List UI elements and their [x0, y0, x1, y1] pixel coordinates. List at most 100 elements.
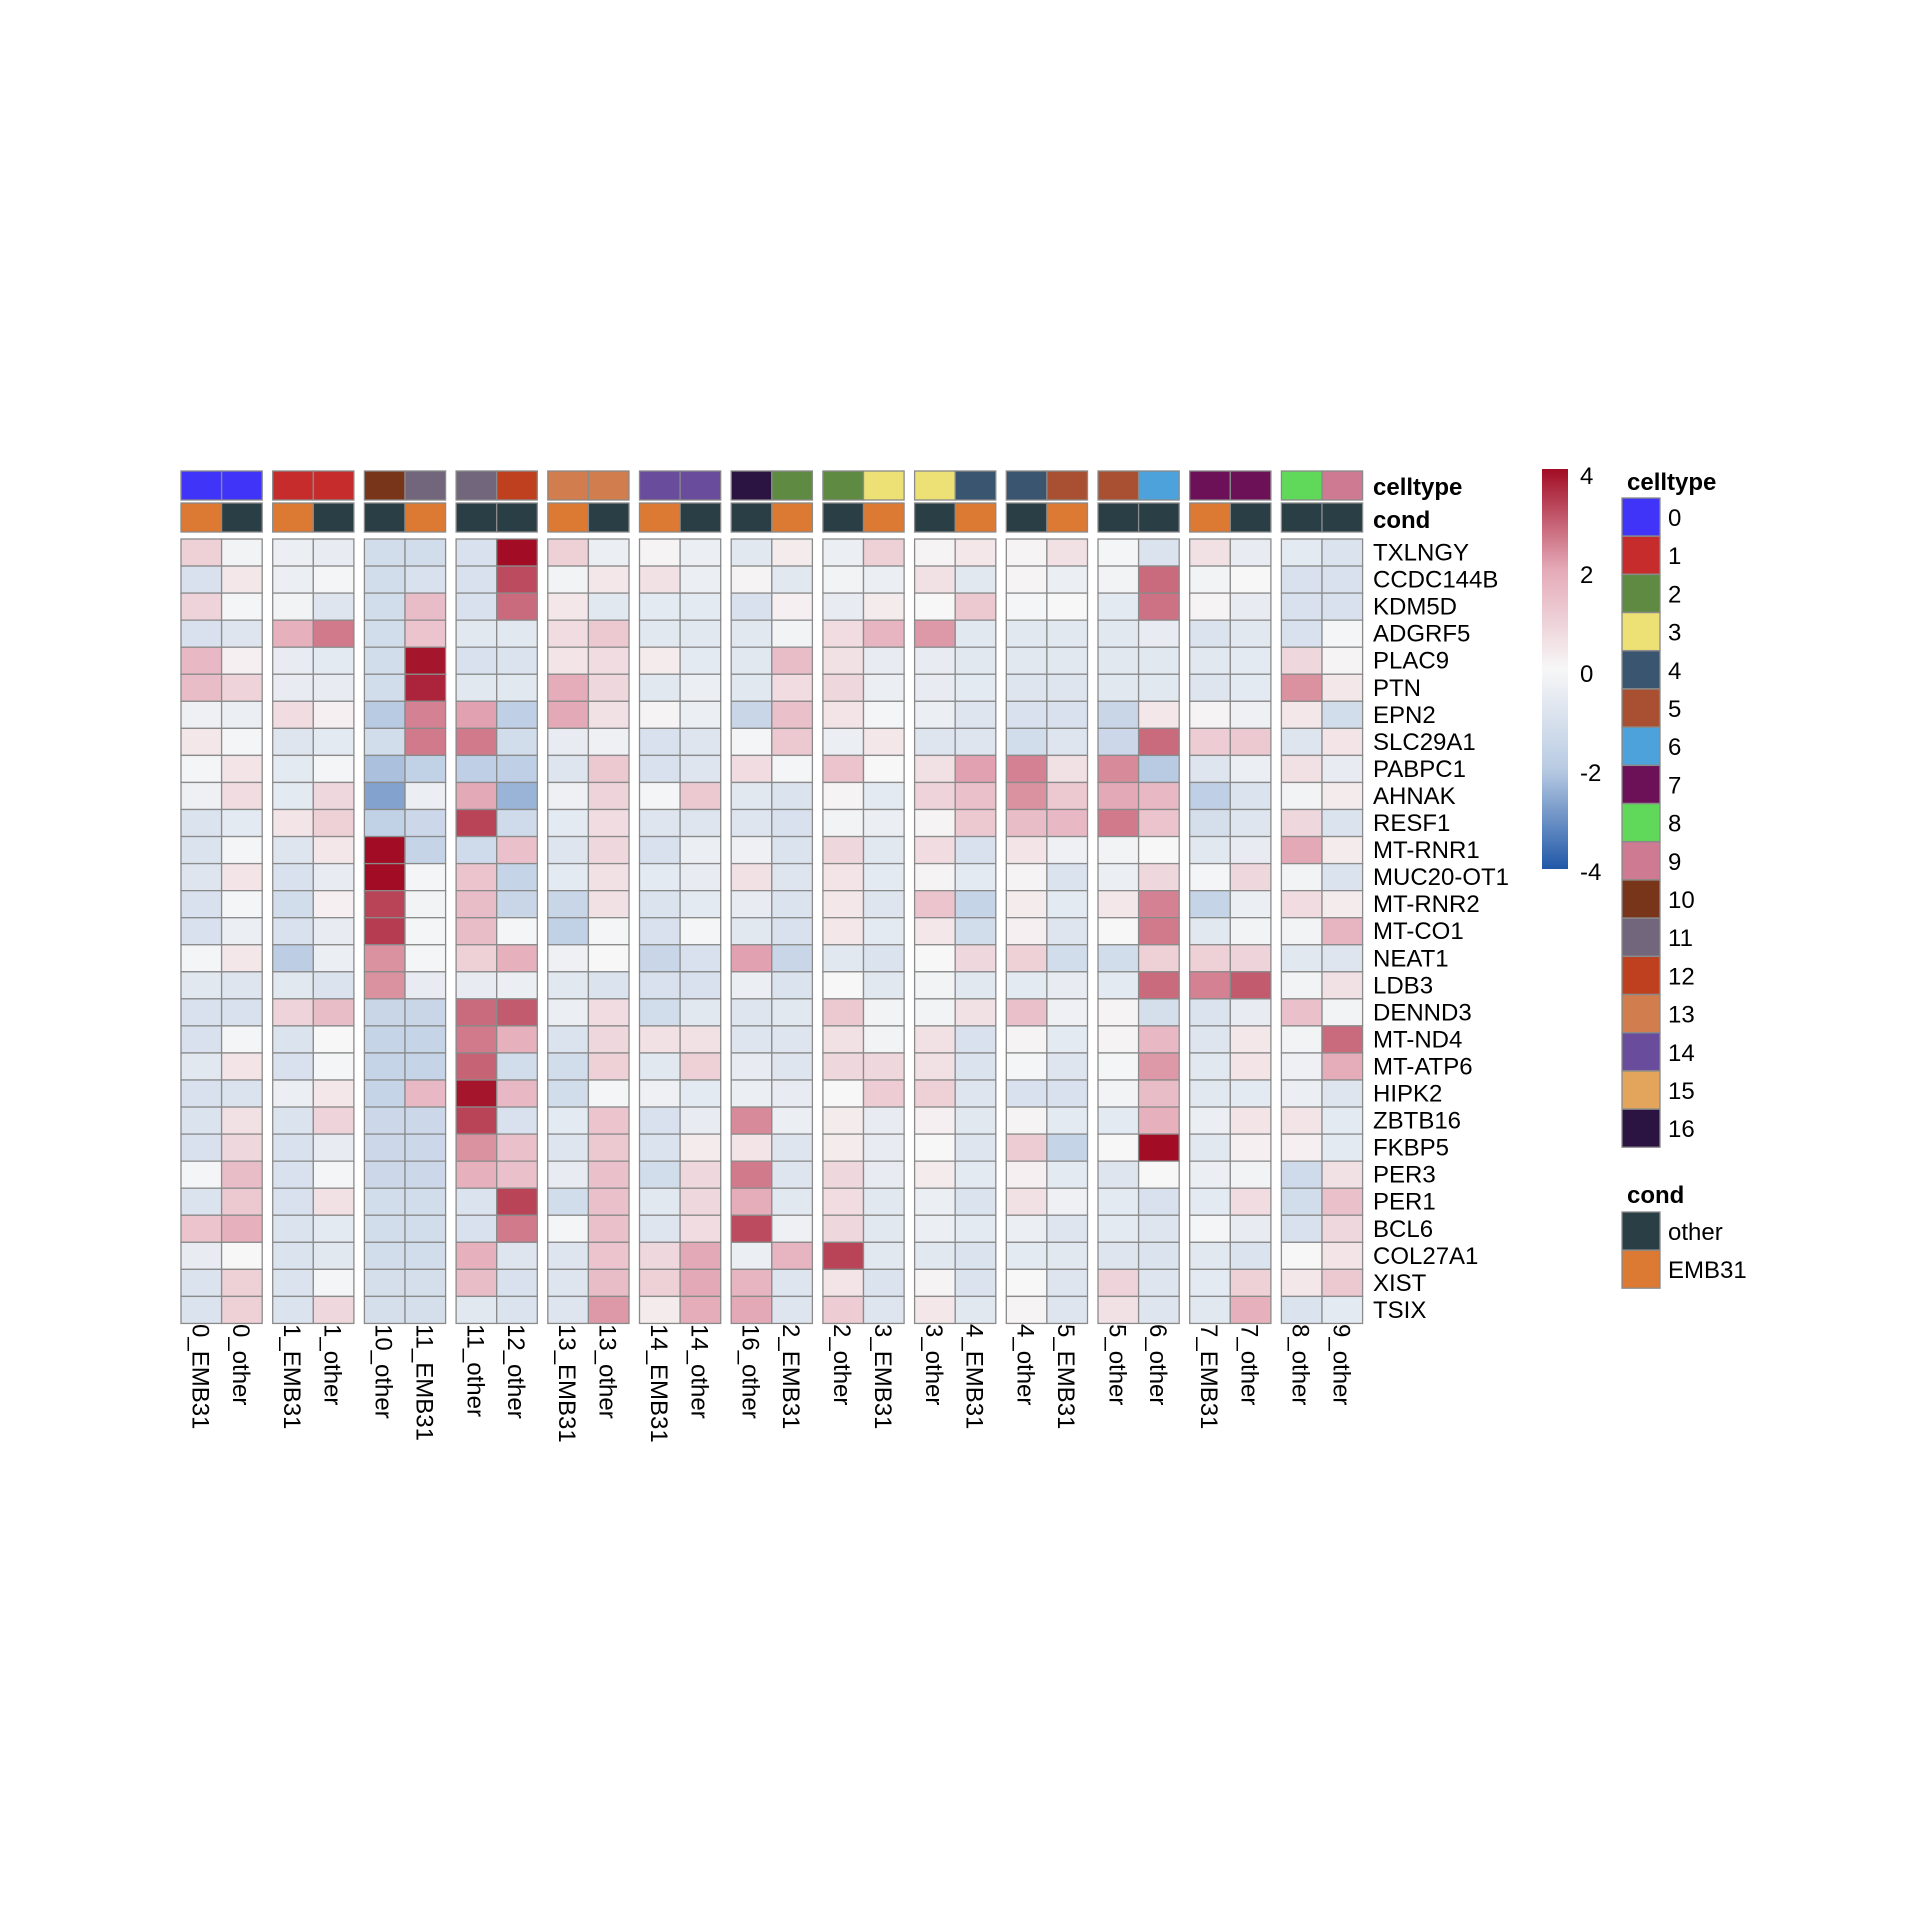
heatmap-cell-neat1-2-emb31 — [771, 944, 814, 973]
heatmap-cell-mt-co1-3-emb31 — [862, 917, 905, 946]
celltype-legend-label-10: 10 — [1668, 887, 1695, 914]
heatmap-cell-hipk2-4-emb31 — [954, 1079, 997, 1108]
heatmap-cell-slc29a1-8-other — [1280, 727, 1323, 757]
heatmap-cell-neat1-14-other — [679, 944, 722, 973]
heatmap-cell-slc29a1-13-other — [587, 727, 630, 757]
heatmap-cell-slc29a1-5-emb31 — [1046, 727, 1089, 757]
heatmap-cell-muc20-ot1-16-other — [730, 862, 773, 892]
heatmap-cell-epn2-1-emb31 — [272, 700, 314, 729]
heatmap-cell-ahnak-14-other — [679, 781, 722, 811]
heatmap-cell-mt-rnr2-10-other — [363, 890, 406, 919]
heatmap-cell-mt-atp6-5-other — [1097, 1052, 1140, 1081]
heatmap-cell-resf1-7-emb31 — [1189, 808, 1231, 838]
heatmap-cell-hipk2-14-other — [679, 1079, 722, 1108]
heatmap-cell-per1-16-other — [730, 1187, 773, 1216]
heatmap-cell-ldb3-1-other — [312, 971, 355, 1000]
heatmap-cell-hipk2-1-emb31 — [272, 1079, 314, 1108]
heatmap-cell-mt-atp6-3-emb31 — [862, 1052, 905, 1081]
row-label-adgrf5: ADGRF5 — [1373, 621, 1470, 648]
heatmap-cell-zbtb16-2-other — [822, 1106, 865, 1135]
heatmap-cell-bcl6-14-emb31 — [638, 1214, 681, 1243]
heatmap-cell-resf1-16-other — [730, 808, 773, 838]
heatmap-cell-dennd3-9-other — [1321, 998, 1364, 1027]
heatmap-cell-bcl6-0-other — [220, 1214, 263, 1243]
row-label-resf1: RESF1 — [1373, 810, 1450, 837]
heatmap-cell-resf1-5-emb31 — [1046, 808, 1089, 838]
heatmap-cell-neat1-5-other — [1097, 944, 1140, 973]
heatmap-cell-pabpc1-13-emb31 — [547, 754, 590, 784]
heatmap-cell-ahnak-9-other — [1321, 781, 1364, 811]
heatmap-cell-xist-11-other — [455, 1268, 498, 1298]
heatmap-cell-mt-co1-13-emb31 — [547, 917, 590, 946]
celltype-legend-label-7: 7 — [1668, 772, 1681, 799]
heatmap-cell-bcl6-13-other — [587, 1214, 630, 1243]
heatmap-cell-ahnak-1-other — [312, 781, 355, 811]
heatmap-cell-hipk2-7-other — [1229, 1079, 1272, 1108]
heatmap-cell-txlngy-2-emb31 — [771, 538, 814, 567]
heatmap-cell-plac9-4-emb31 — [954, 646, 997, 675]
heatmap-cell-per3-0-emb31 — [180, 1160, 223, 1189]
heatmap-cell-adgrf5-13-other — [587, 619, 630, 648]
heatmap-cell-kdm5d-14-emb31 — [638, 592, 681, 621]
heatmap-cell-kdm5d-13-other — [587, 592, 630, 621]
heatmap-cell-ccdc144b-6-other — [1137, 565, 1180, 594]
heatmap-cell-muc20-ot1-5-other — [1097, 862, 1140, 892]
heatmap-cell-txlngy-7-other — [1229, 538, 1272, 567]
heatmap-cell-mt-co1-14-other — [679, 917, 722, 946]
heatmap-cell-neat1-6-other — [1137, 944, 1180, 973]
heatmap-cell-adgrf5-4-other — [1005, 619, 1048, 648]
celltype-annotation-12-other — [496, 470, 538, 501]
heatmap-cell-zbtb16-5-other — [1097, 1106, 1140, 1135]
heatmap-cell-dennd3-14-other — [679, 998, 722, 1027]
heatmap-cell-txlngy-6-other — [1137, 538, 1180, 567]
heatmap-cell-mt-rnr2-3-emb31 — [862, 890, 905, 919]
heatmap-cell-mt-rnr1-11-emb31 — [404, 835, 447, 865]
heatmap-cell-ptn-13-other — [587, 673, 630, 702]
heatmap-cell-per1-1-emb31 — [272, 1187, 314, 1216]
row-label-muc20-ot1: MUC20-OT1 — [1373, 864, 1509, 891]
heatmap-cell-neat1-14-emb31 — [638, 944, 681, 973]
heatmap-cell-mt-rnr1-3-other — [913, 835, 956, 865]
heatmap-cell-kdm5d-5-emb31 — [1046, 592, 1089, 621]
heatmap-cell-kdm5d-16-other — [730, 592, 773, 621]
heatmap-cell-mt-nd4-13-emb31 — [547, 1025, 590, 1054]
cond-annotation-7-emb31 — [1189, 502, 1231, 533]
heatmap-cell-ccdc144b-2-emb31 — [771, 565, 814, 594]
heatmap-cell-mt-atp6-4-other — [1005, 1052, 1048, 1081]
heatmap-cell-pabpc1-11-other — [455, 754, 498, 784]
heatmap-cell-fkbp5-1-emb31 — [272, 1133, 314, 1162]
heatmap-cell-adgrf5-1-emb31 — [272, 619, 314, 648]
heatmap-cell-muc20-ot1-0-emb31 — [180, 862, 223, 892]
heatmap-cell-mt-rnr1-14-other — [679, 835, 722, 865]
heatmap-cell-ahnak-7-other — [1229, 781, 1272, 811]
heatmap-cell-plac9-12-other — [496, 646, 538, 675]
heatmap-cell-ptn-2-emb31 — [771, 673, 814, 702]
row-label-hipk2: HIPK2 — [1373, 1081, 1442, 1108]
column-label-1-other: 1_other — [319, 1324, 346, 1405]
heatmap-cell-kdm5d-14-other — [679, 592, 722, 621]
heatmap-cell-resf1-4-emb31 — [954, 808, 997, 838]
heatmap-cell-dennd3-11-other — [455, 998, 498, 1027]
column-label-5-other: 5_other — [1103, 1324, 1130, 1405]
heatmap-cell-txlngy-7-emb31 — [1189, 538, 1231, 567]
row-label-col27a1: COL27A1 — [1373, 1243, 1478, 1270]
heatmap-cell-mt-rnr1-8-other — [1280, 835, 1323, 865]
celltype-legend-swatch-12 — [1621, 955, 1661, 996]
heatmap-cell-mt-nd4-1-emb31 — [272, 1025, 314, 1054]
heatmap-cell-slc29a1-11-other — [455, 727, 498, 757]
heatmap-cell-resf1-2-other — [822, 808, 865, 838]
heatmap-cell-mt-rnr2-3-other — [913, 890, 956, 919]
heatmap-cell-epn2-14-emb31 — [638, 700, 681, 729]
heatmap-cell-fkbp5-2-emb31 — [771, 1133, 814, 1162]
heatmap-cell-adgrf5-13-emb31 — [547, 619, 590, 648]
heatmap-cell-xist-14-emb31 — [638, 1268, 681, 1298]
heatmap-cell-zbtb16-7-emb31 — [1189, 1106, 1231, 1135]
heatmap-cell-per1-11-other — [455, 1187, 498, 1216]
celltype-legend-label-4: 4 — [1668, 658, 1681, 685]
heatmap-cell-ahnak-14-emb31 — [638, 781, 681, 811]
heatmap-cell-adgrf5-4-emb31 — [954, 619, 997, 648]
heatmap-cell-mt-nd4-14-other — [679, 1025, 722, 1054]
heatmap-cell-ahnak-5-emb31 — [1046, 781, 1089, 811]
